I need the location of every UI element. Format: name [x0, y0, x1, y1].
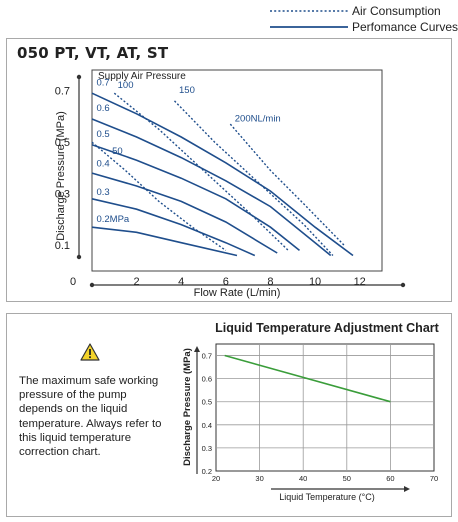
y-axis-arrow-end — [76, 254, 82, 260]
x-axis-arrow-start — [89, 282, 95, 288]
air-consumption-curve — [91, 141, 227, 251]
x-tick-label: 8 — [267, 276, 273, 288]
panel-title: 050 PT, VT, AT, ST — [17, 44, 169, 62]
series-label: 100 — [118, 80, 134, 91]
x-tick-label: 30 — [255, 474, 263, 483]
y-tick-label: 0.2 — [202, 467, 212, 476]
y-tick-label: 0.5 — [202, 398, 212, 407]
y-tick-label: 0.1 — [55, 240, 70, 252]
x-tick-label: 60 — [386, 474, 394, 483]
temperature-chart: Liquid Temperature Adjustment Chart 20 30 4… — [182, 321, 440, 502]
legend-air-consumption-label: Air Consumption — [352, 4, 441, 18]
y-tick-label: 0.3 — [55, 189, 70, 201]
temperature-line — [224, 354, 391, 403]
air-consumption-curve — [173, 100, 334, 256]
x-tick-label: 6 — [223, 276, 229, 288]
performance-curve — [91, 118, 332, 257]
x-axis-arrow-end — [400, 282, 406, 288]
x-tick-label: 50 — [343, 474, 351, 483]
x-axis-arrowhead — [404, 486, 410, 492]
x-tick-label: 2 — [134, 276, 140, 288]
x-tick-label: 4 — [178, 276, 184, 288]
x-tick-label: 70 — [430, 474, 438, 483]
series-label: 0.3 — [96, 187, 109, 198]
x-tick-label: 12 — [354, 276, 366, 288]
warning-text: The maximum safe working pressure of the… — [19, 375, 162, 459]
performance-curve — [91, 198, 256, 257]
chart-legend: Air Consumption Perfomance Curves — [270, 4, 458, 34]
series-label: 150 — [179, 85, 195, 96]
temperature-panel: The maximum safe working pressure of the… — [6, 313, 452, 517]
performance-chart-panel: 050 PT, VT, AT, ST 0 2 4 6 8 10 12 0.1 0.3 0.5 0.7… — [6, 38, 452, 302]
series-label: 0.2MPa — [96, 214, 129, 225]
x-axis-title: Flow Rate (L/min) — [194, 287, 281, 299]
performance-chart: 0 2 4 6 8 10 12 0.1 0.3 0.5 0.7 Flow Rate (L/min) Di… — [55, 69, 406, 299]
series-label: 0.4 — [96, 159, 109, 170]
y-axis-arrowhead — [194, 346, 200, 352]
y-axis-arrow-start — [76, 74, 82, 80]
series-label: 50 — [112, 146, 123, 157]
x-tick-label: 10 — [309, 276, 321, 288]
warning-icon — [80, 343, 100, 361]
y-tick-label: 0.7 — [202, 352, 212, 361]
y-tick-label: 0.5 — [55, 137, 70, 149]
air-consumption-curve — [229, 123, 345, 246]
chart-title: Liquid Temperature Adjustment Chart — [215, 321, 439, 335]
x-tick-label: 20 — [212, 474, 220, 483]
y-tick-label: 0.4 — [202, 421, 212, 430]
air-consumption-curve — [113, 92, 289, 251]
x-tick-label: 0 — [70, 276, 76, 288]
x-axis-title: Liquid Temperature (°C) — [279, 492, 374, 502]
series-label: 200NL/min — [235, 114, 281, 125]
performance-curve — [91, 226, 238, 257]
legend-performance-curves-label: Perfomance Curves — [352, 20, 458, 34]
y-tick-label: 0.6 — [202, 375, 212, 384]
x-tick-label: 40 — [299, 474, 307, 483]
y-tick-label: 0.3 — [202, 444, 212, 453]
plot-frame — [215, 343, 435, 472]
y-axis-title: Discharge Pressure (MPa) — [55, 111, 67, 241]
y-axis-title: Discharge Pressure (MPa) — [182, 348, 193, 466]
series-label: 0.5 — [96, 129, 109, 140]
supply-air-pressure-label: Supply Air Pressure — [98, 71, 186, 82]
series-label: 0.6 — [96, 103, 109, 114]
performance-curve — [91, 92, 354, 257]
series-label: 0.7 — [96, 77, 109, 88]
performance-curve — [91, 172, 278, 254]
performance-curve — [91, 143, 300, 252]
y-tick-label: 0.7 — [55, 86, 70, 98]
